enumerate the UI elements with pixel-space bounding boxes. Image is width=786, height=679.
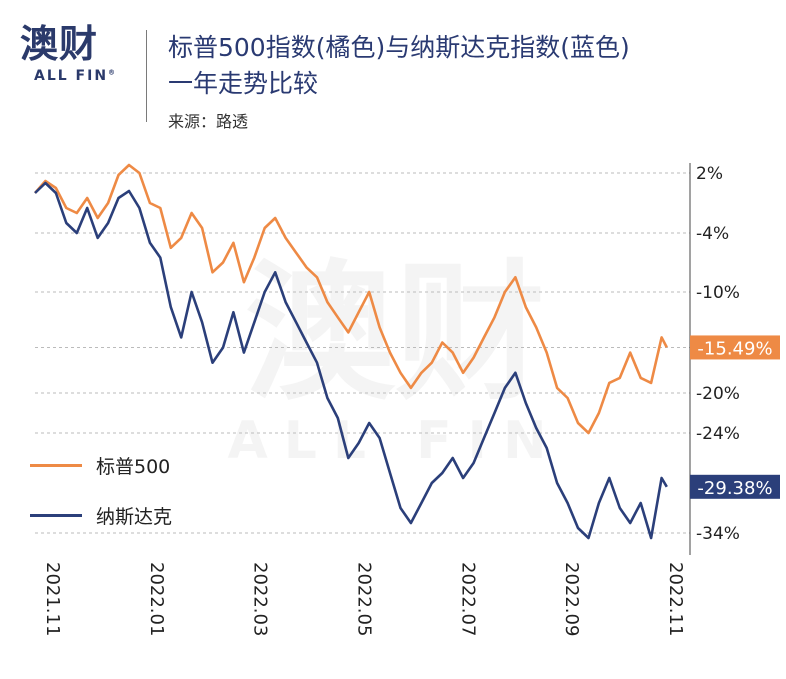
y-tick-label: -4% [696, 224, 729, 244]
end-label-bg-nasdaq [690, 474, 780, 499]
watermark: 澳财 ALL FIN [227, 247, 562, 471]
logo-en: ALL FIN® [34, 68, 118, 84]
title-line-1: 标普500指数(橘色)与纳斯达克指数(蓝色) [168, 33, 630, 62]
y-tick-label: 2% [696, 164, 723, 184]
y-tick-label: -20% [696, 384, 740, 404]
end-labels: -15.49% -29.38% [690, 335, 780, 499]
legend-label-sp500: 标普500 [96, 456, 171, 478]
brand-logo: 澳财 ALL FIN® [20, 22, 130, 84]
series-layer [34, 163, 668, 540]
header-divider [146, 30, 147, 122]
end-label-bg-sp500 [690, 335, 780, 360]
legend-swatch-sp500 [30, 464, 82, 467]
series-line-sp500 [34, 163, 668, 435]
legend-item-nasdaq: 纳斯达克 [30, 502, 172, 529]
x-tick-label: 2022.05 [354, 562, 375, 636]
grid-lines [35, 172, 690, 534]
x-tick-label: 2022.07 [457, 562, 478, 636]
title-line-2: 一年走势比较 [168, 69, 319, 98]
x-tick-label: 2021.11 [42, 562, 63, 636]
x-axis-ticks: 2021.11 2022.01 2022.03 2022.05 2022.07 2022.… [42, 562, 686, 636]
watermark-en: ALL FIN [227, 411, 562, 471]
y-tick-label: -34% [696, 524, 740, 544]
x-tick-label: 2022.11 [665, 562, 686, 636]
legend-swatch-nasdaq [30, 514, 82, 517]
source-note: 来源：路透 [168, 112, 249, 131]
series-line-nasdaq [34, 181, 668, 540]
watermark-cn: 澳财 [245, 247, 545, 421]
logo-cn: 澳财 [20, 22, 99, 66]
end-label-nasdaq: -29.38% [697, 478, 772, 499]
chart-title: 标普500指数(橘色)与纳斯达克指数(蓝色) 一年走势比较 [168, 30, 768, 102]
x-tick-label: 2022.03 [250, 562, 271, 636]
legend-item-sp500: 标普500 [30, 452, 170, 479]
legend-label-nasdaq: 纳斯达克 [96, 506, 173, 528]
x-tick-label: 2022.09 [561, 562, 582, 636]
end-label-sp500: -15.49% [697, 338, 772, 359]
x-tick-label: 2022.01 [146, 562, 167, 636]
y-tick-label: -24% [696, 424, 740, 444]
y-tick-label: -10% [696, 283, 740, 303]
